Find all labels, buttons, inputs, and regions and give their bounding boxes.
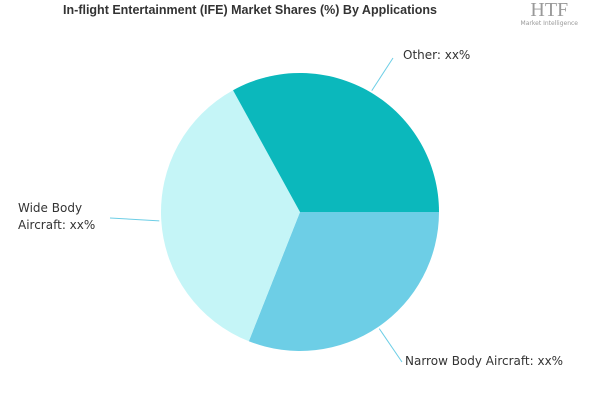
- logo-text: HTF: [530, 0, 569, 21]
- pie-slice: [161, 90, 300, 342]
- leader-line: [378, 328, 403, 363]
- slice-label: Wide Body Aircraft: xx%: [18, 201, 96, 232]
- pie-slice: [233, 73, 439, 212]
- logo-subtext: Market Intelligence: [520, 20, 578, 27]
- slice-label: Other: xx%: [403, 48, 471, 62]
- leader-line: [371, 57, 394, 91]
- chart-title: In-flight Entertainment (IFE) Market Sha…: [63, 3, 437, 17]
- slice-label: Narrow Body Aircraft: xx%: [405, 354, 564, 368]
- pie-slice: [248, 212, 439, 351]
- leader-line: [109, 217, 160, 222]
- logo: HTF Market Intelligence: [521, 0, 578, 27]
